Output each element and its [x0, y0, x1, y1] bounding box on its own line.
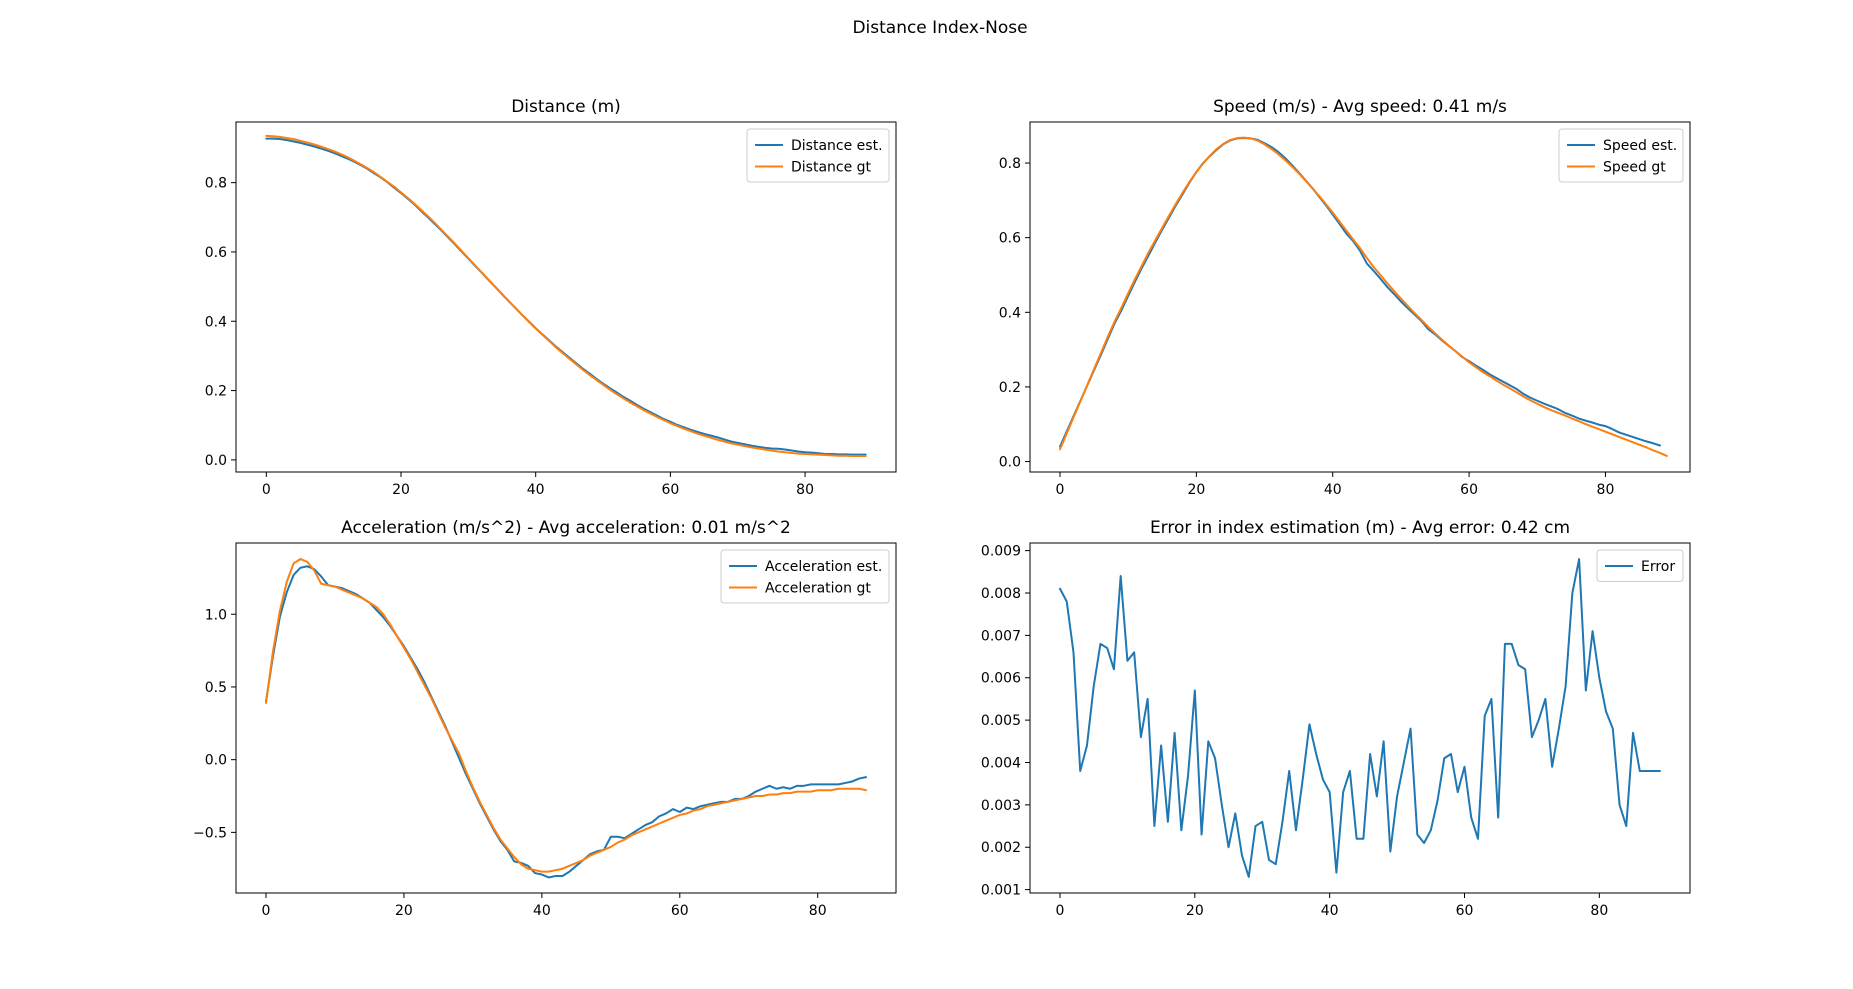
- y-tick-label: 0.6: [205, 245, 227, 261]
- x-tick-label: 0: [1056, 482, 1065, 498]
- subplots: Distance (m) 0 20 40 60 80 0.0 0.2 0.4 0.6 0.8 Dist…: [193, 97, 1691, 919]
- subplot-4: Error in index estimation (m) - Avg erro…: [981, 518, 1691, 919]
- legend-label: Distance est.: [791, 138, 883, 154]
- x-tick-label: 20: [395, 903, 413, 919]
- y-tick-label: 0.8: [205, 176, 227, 192]
- axes-frame: [235, 542, 897, 894]
- y-tick-label: 0.2: [999, 380, 1021, 396]
- y-tick-label: 0.8: [999, 156, 1021, 172]
- subplot-title: Acceleration (m/s^2) - Avg acceleration:…: [341, 518, 791, 538]
- legend-box: [720, 549, 890, 604]
- legend: Acceleration est. Acceleration gt: [720, 549, 890, 604]
- y-tick-label: 0.5: [205, 680, 227, 696]
- x-tick-label: 20: [1187, 482, 1205, 498]
- y-tick-label: 0.002: [981, 840, 1021, 856]
- y-tick-label: 0.4: [205, 314, 227, 330]
- axes-frame: [235, 121, 897, 473]
- y-tick-label: 0.6: [999, 231, 1021, 247]
- x-tick-label: 0: [1056, 903, 1065, 919]
- y-tick-label: 0.007: [981, 628, 1021, 644]
- x-tick-label: 0: [262, 482, 271, 498]
- x-tick-label: 60: [671, 903, 689, 919]
- x-tick-label: 40: [527, 482, 545, 498]
- subplot-3: Acceleration (m/s^2) - Avg acceleration:…: [193, 518, 897, 919]
- y-tick-label: 0.006: [981, 671, 1021, 687]
- x-tick-label: 80: [1590, 903, 1608, 919]
- figure-title: Distance Index-Nose: [852, 18, 1027, 38]
- x-tick-label: 80: [809, 903, 827, 919]
- series-line-error: [1059, 558, 1661, 878]
- y-tick-label: 0.005: [981, 713, 1021, 729]
- y-tick-label: 0.0: [205, 753, 227, 769]
- legend-label: Error: [1641, 559, 1675, 575]
- legend: Speed est. Speed gt: [1558, 128, 1684, 183]
- y-tick-label: 0.2: [205, 384, 227, 400]
- x-tick-label: 20: [392, 482, 410, 498]
- legend-box: [1558, 128, 1684, 183]
- x-tick-label: 80: [796, 482, 814, 498]
- subplot-title: Error in index estimation (m) - Avg erro…: [1150, 518, 1570, 538]
- y-tick-label: 0.0: [205, 453, 227, 469]
- legend: Error: [1596, 549, 1684, 582]
- axes-frame: [1029, 121, 1691, 473]
- y-tick-label: 0.004: [981, 755, 1021, 771]
- subplot-1: Distance (m) 0 20 40 60 80 0.0 0.2 0.4 0.6 0.8 Dist…: [205, 97, 897, 498]
- x-tick-label: 80: [1597, 482, 1615, 498]
- y-tick-label: 1.0: [205, 607, 227, 623]
- legend: Distance est. Distance gt: [746, 128, 890, 183]
- y-tick-label: −0.5: [193, 825, 227, 841]
- legend-label: Acceleration est.: [765, 559, 882, 575]
- x-tick-label: 20: [1186, 903, 1204, 919]
- legend-label: Speed est.: [1603, 138, 1677, 154]
- legend-box: [746, 128, 890, 183]
- y-tick-label: 0.001: [981, 883, 1021, 899]
- subplot-title: Speed (m/s) - Avg speed: 0.41 m/s: [1213, 97, 1507, 117]
- x-tick-label: 40: [533, 903, 551, 919]
- y-tick-label: 0.003: [981, 798, 1021, 814]
- x-tick-label: 40: [1324, 482, 1342, 498]
- y-tick-label: 0.0: [999, 455, 1021, 471]
- series-line-acceleration-est: [265, 565, 867, 879]
- legend-label: Distance gt: [791, 160, 872, 176]
- x-tick-label: 40: [1321, 903, 1339, 919]
- x-tick-label: 60: [1460, 482, 1478, 498]
- x-tick-label: 60: [661, 482, 679, 498]
- series-line-distance-est: [265, 137, 867, 456]
- series-line-speed-gt: [1059, 136, 1668, 457]
- x-tick-label: 60: [1456, 903, 1474, 919]
- legend-label: Acceleration gt: [765, 581, 871, 597]
- y-tick-label: 0.008: [981, 586, 1021, 602]
- y-tick-label: 0.009: [981, 544, 1021, 560]
- subplot-2: Speed (m/s) - Avg speed: 0.41 m/s 0 20 40 60…: [999, 97, 1691, 498]
- legend-box: [1596, 549, 1684, 582]
- legend-label: Speed gt: [1603, 160, 1666, 176]
- series-line-distance-gt: [265, 134, 867, 458]
- x-tick-label: 0: [262, 903, 271, 919]
- y-tick-label: 0.4: [999, 305, 1021, 321]
- subplot-title: Distance (m): [511, 97, 621, 117]
- series-line-acceleration-gt: [265, 558, 867, 873]
- series-line-speed-est: [1059, 137, 1661, 448]
- axes-frame: [1029, 542, 1691, 894]
